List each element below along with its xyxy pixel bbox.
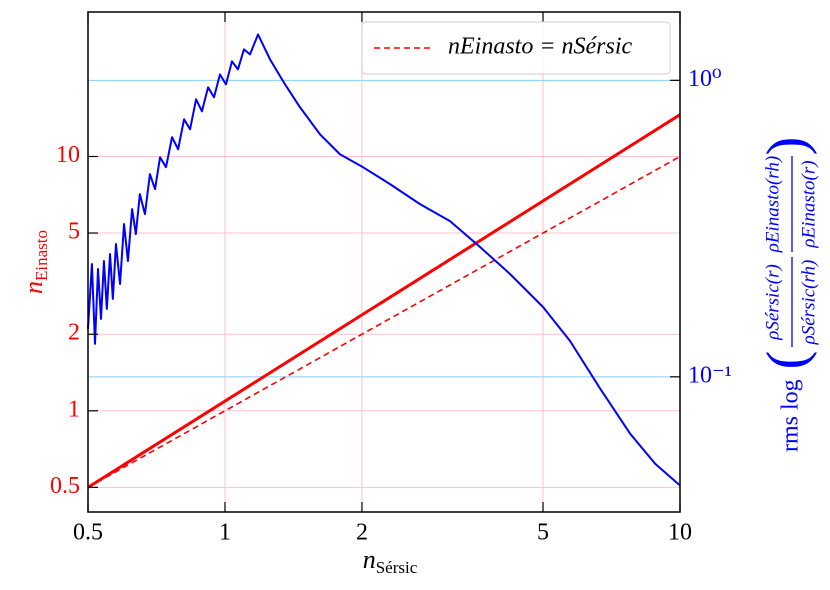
paren-close: ): [756, 137, 818, 156]
y-label-base: n: [19, 281, 48, 294]
legend: nEinasto = nSérsic: [361, 21, 671, 75]
y2-axis-label: rms log ( ρSérsic(r) ρSérsic(rh) ρEinast…: [756, 137, 820, 452]
y-tick-label: 10: [56, 142, 80, 168]
y-axis-label: nEinasto: [19, 230, 51, 294]
y-tick-label: 1: [68, 396, 80, 422]
fraction-numerator: ρEinasto(rh): [762, 156, 783, 253]
y2-tick-label: 10⁰: [688, 66, 722, 92]
ticks: 0.5 1 2 5 10 0.5 1 2 5 10 10⁻¹ 10⁰: [50, 12, 732, 546]
x-tick-label: 1: [219, 520, 231, 546]
y-tick-label: 2: [68, 320, 80, 346]
y-tick-label: 0.5: [50, 473, 80, 499]
relation-line: [87, 155, 681, 489]
x-tick-label: 0.5: [73, 520, 103, 546]
x-tick-label: 2: [356, 520, 368, 546]
legend-box: [361, 21, 671, 75]
y-label-sub: Einasto: [32, 230, 51, 281]
x-axis-label: nSérsic: [363, 545, 418, 577]
y2-tick-label: 10⁻¹: [688, 362, 732, 388]
relation-line: [87, 113, 681, 489]
rms-line: [87, 33, 681, 487]
plot-lines: [87, 33, 681, 489]
legend-label: nEinasto = nSérsic: [448, 34, 633, 60]
y2-label-prefix: rms log: [778, 379, 804, 452]
fraction-numerator: ρSérsic(r): [762, 264, 783, 341]
fraction-denominator: ρSérsic(rh): [798, 260, 819, 346]
y-tick-label: 5: [68, 219, 80, 245]
x-label-base: n: [363, 545, 376, 574]
x-tick-label: 5: [537, 520, 549, 546]
paren-open: (: [756, 351, 818, 370]
x-label-sub: Sérsic: [376, 558, 418, 577]
plot-frame: [87, 11, 681, 513]
fraction-denominator: ρEinasto(r): [798, 160, 819, 248]
x-tick-label: 10: [668, 520, 692, 546]
